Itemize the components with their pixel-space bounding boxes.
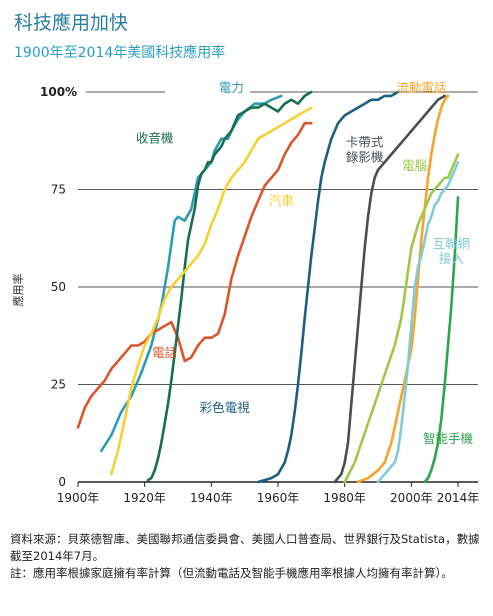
series-label-1: 電話 (152, 345, 177, 360)
series-label-5: 卡帶式錄影機 (346, 135, 384, 165)
y-tick-label: 50 (51, 280, 66, 294)
series-line-6 (356, 94, 450, 484)
x-tick-label: 2000年 (390, 491, 433, 505)
x-tick-label: 1940年 (190, 491, 233, 505)
series-label-8: 互聯網接入 (433, 236, 471, 266)
series-line-4 (256, 90, 400, 484)
series-line-5 (333, 94, 446, 484)
series-label-7: 電腦 (402, 158, 427, 173)
x-axis: 1900年 1920年 1940年 1960年 1980年 2000年 2014年 (57, 482, 480, 505)
x-tick-label: 1980年 (323, 491, 366, 505)
y-tick-label: 0 (58, 475, 66, 489)
series-label-9: 智能手機 (423, 431, 474, 446)
footnote: 註：應用率根據家庭擁有率計算（但流動電話及智能手機應用率根據人均擁有率計算）。 (10, 566, 453, 580)
series-line-8 (376, 160, 460, 484)
series-lines (76, 90, 460, 484)
series-label-3: 汽車 (269, 193, 294, 208)
series-label-6: 流動電話 (396, 80, 446, 95)
series-line-3 (110, 106, 313, 476)
x-tick-label: 2014年 (437, 491, 480, 505)
series-line-2 (146, 90, 313, 482)
source-note: 資料來源：貝萊德智庫、美國聯邦通信委員會、美國人口普查局、世界銀行及Statis… (10, 532, 480, 563)
series-line-7 (343, 153, 460, 484)
y-axis: 0 25 50 75 100% (40, 85, 77, 489)
series-label-2: 收音機 (136, 131, 174, 146)
y-tick-label: 25 (51, 378, 66, 392)
series-label-4: 彩色電視 (200, 400, 251, 415)
y-tick-label: 75 (51, 183, 66, 197)
series-line-1 (76, 121, 313, 429)
y-tick-label: 100% (40, 85, 77, 99)
x-tick-label: 1920年 (123, 491, 166, 505)
x-tick-label: 1900年 (57, 491, 100, 505)
series-line-9 (423, 196, 460, 484)
chart-title: 科技應用加快 (14, 12, 129, 34)
y-axis-label: 應用率 (11, 274, 25, 307)
x-tick-label: 1960年 (257, 491, 300, 505)
chart-subtitle: 1900年至2014年美國科技應用率 (14, 45, 226, 61)
footer: 資料來源：貝萊德智庫、美國聯邦通信委員會、美國人口普查局、世界銀行及Statis… (10, 531, 486, 582)
series-label-0: 電力 (219, 80, 244, 95)
line-chart: 0 25 50 75 100% 1900年 1920年 1940年 1960年 1980年 200… (11, 80, 480, 505)
